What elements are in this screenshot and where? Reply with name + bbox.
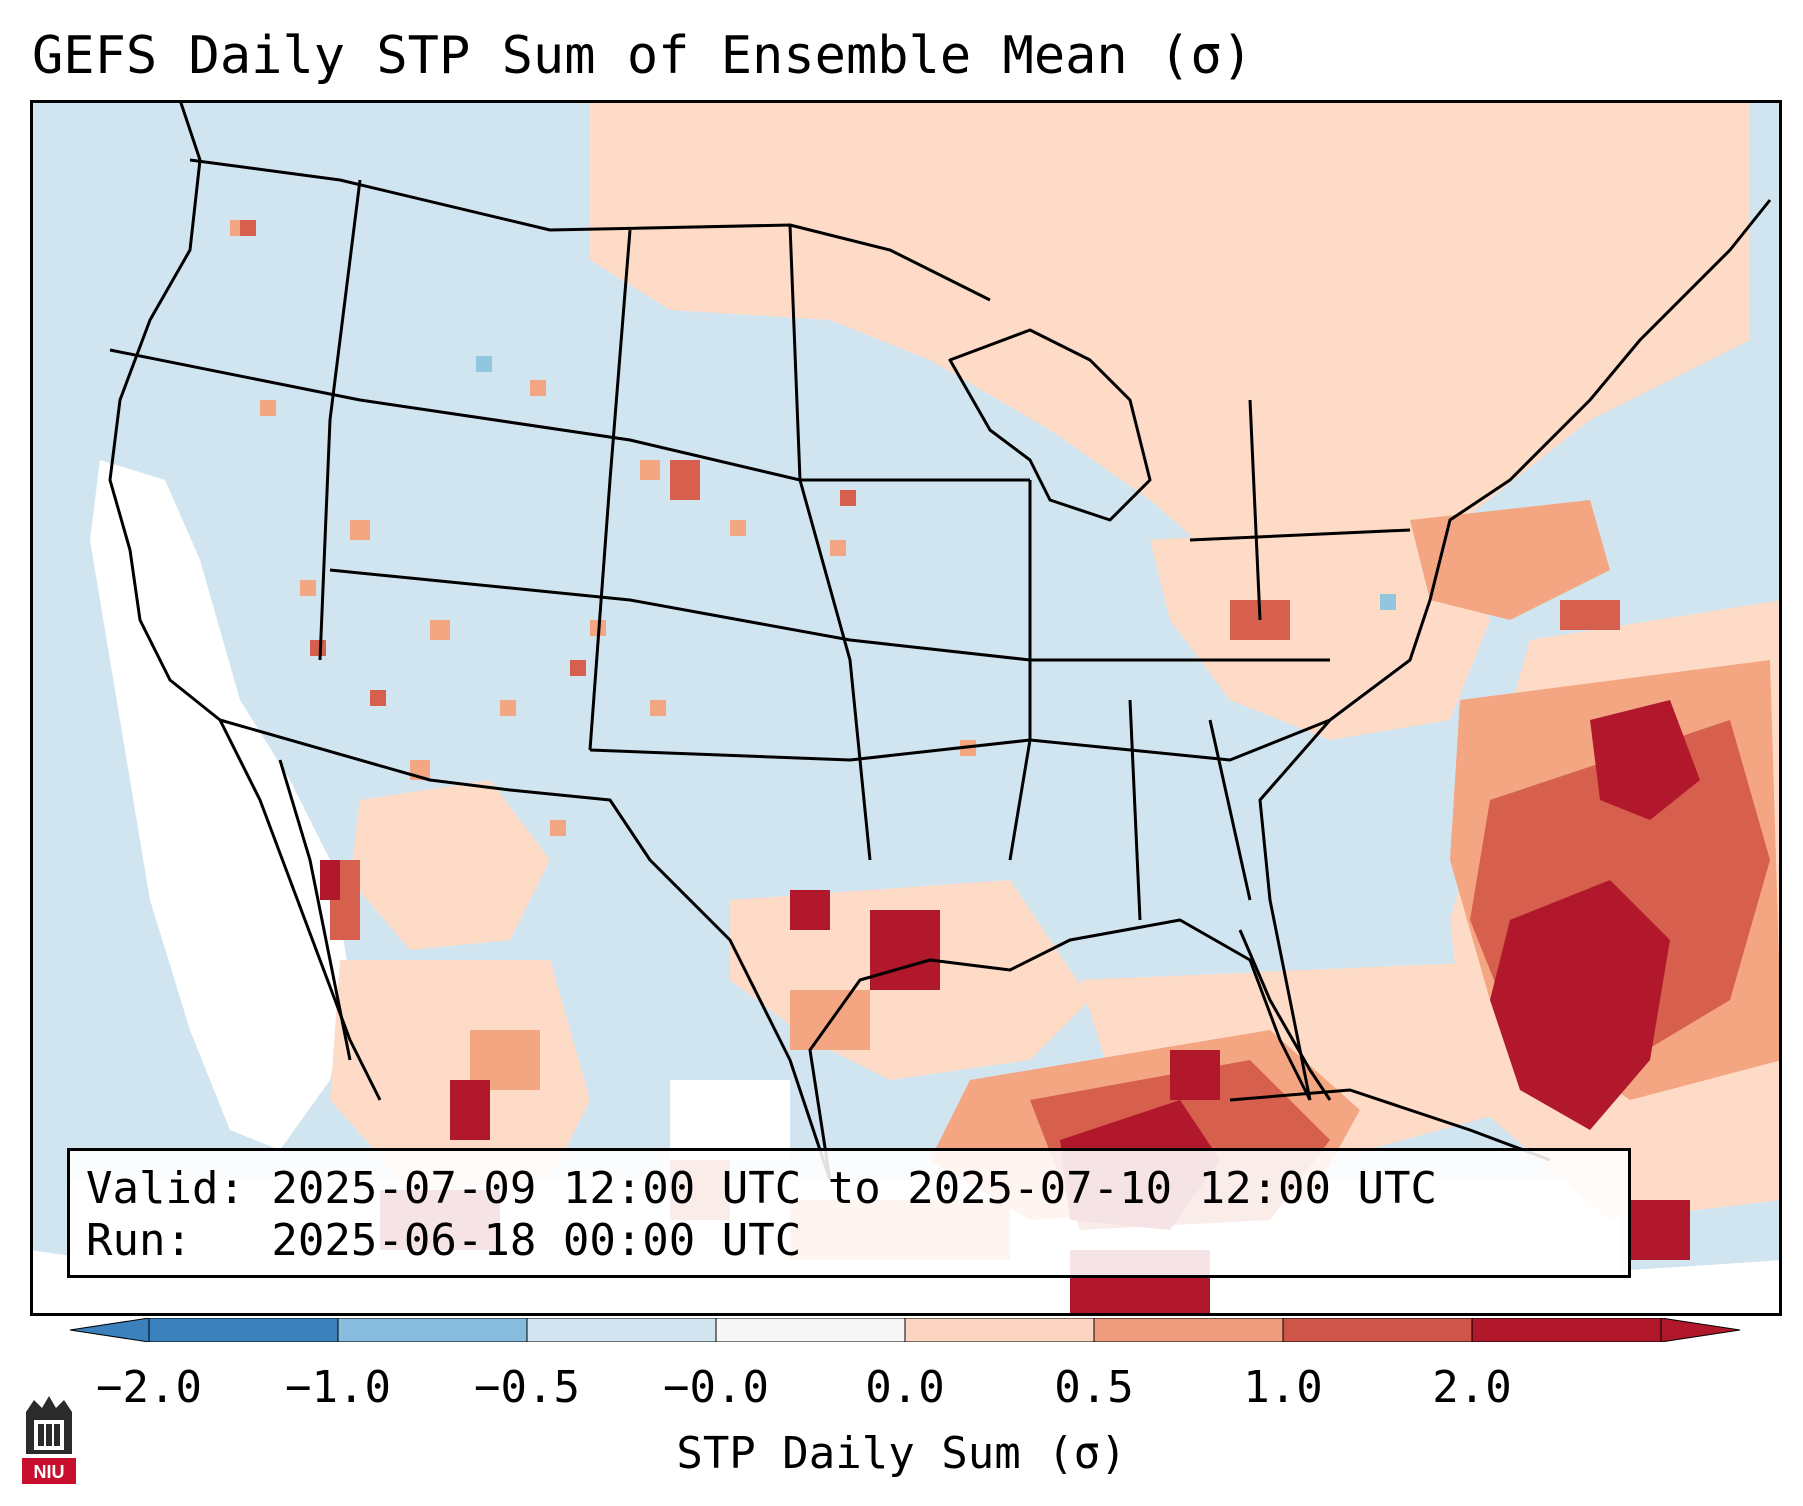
- state-line-west: [318, 179, 362, 661]
- canada-us-border: [189, 158, 991, 302]
- atlantic-coastline: [1258, 199, 1772, 1101]
- colorbar-tick: 2.0: [1432, 1362, 1512, 1413]
- colorbar-segment: [715, 1318, 906, 1342]
- niu-logo-icon: NIU: [22, 1396, 76, 1484]
- state-line-plains-1: [109, 348, 1030, 482]
- florida-outline: [1238, 929, 1332, 1101]
- colorbar-tick: −0.0: [663, 1362, 769, 1413]
- colorbar-tick: −2.0: [96, 1362, 202, 1413]
- great-lakes-outline: [948, 328, 1152, 522]
- colorbar-segment: [1471, 1318, 1662, 1342]
- colorbar-tick: 0.5: [1054, 1362, 1134, 1413]
- negative-anomaly-cells: [476, 356, 1396, 610]
- colorbar-tick: 1.0: [1243, 1362, 1323, 1413]
- baja-outline: [278, 759, 352, 1061]
- run-time-text: Run: 2025-06-18 00:00 UTC: [86, 1215, 802, 1266]
- colorbar-extend-low: [70, 1318, 150, 1342]
- colorbar-segments: [148, 1318, 1662, 1342]
- state-line-plains-2: [329, 568, 1330, 662]
- colorbar-segment: [1282, 1318, 1473, 1342]
- colorbar-tick: 0.0: [865, 1362, 945, 1413]
- coastlines-and-borders: [108, 100, 1772, 1181]
- pacific-coastline: [108, 100, 382, 1101]
- colorbar-segment: [1093, 1318, 1284, 1342]
- svg-text:NIU: NIU: [34, 1462, 65, 1482]
- colorbar: [70, 1318, 1740, 1342]
- state-line-east: [1008, 480, 1032, 861]
- page-title: GEFS Daily STP Sum of Ensemble Mean (σ): [32, 26, 1253, 86]
- colorbar-tick: −0.5: [474, 1362, 580, 1413]
- colorbar-segment: [904, 1318, 1095, 1342]
- valid-time-text: Valid: 2025-07-09 12:00 UTC to 2025-07-1…: [86, 1163, 1438, 1214]
- map-frame: [30, 100, 1782, 1316]
- stp-map: [30, 100, 1782, 1316]
- colorbar-segment: [526, 1318, 717, 1342]
- colorbar-label: STP Daily Sum (σ): [676, 1428, 1127, 1479]
- state-line-mid: [588, 229, 632, 751]
- state-line-ne: [1189, 399, 1411, 621]
- valid-run-info-box: Valid: 2025-07-09 12:00 UTC to 2025-07-1…: [67, 1148, 1631, 1278]
- state-line-se: [1128, 699, 1252, 921]
- scattered-anomaly-cells: [230, 220, 976, 836]
- colorbar-tick: −1.0: [285, 1362, 391, 1413]
- cuba-outline: [1229, 1088, 1551, 1162]
- colorbar-segment: [148, 1318, 339, 1342]
- mexico-us-border: [219, 718, 832, 1181]
- gulf-coastline: [808, 918, 1312, 1181]
- colorbar-extend-high: [1660, 1318, 1740, 1342]
- colorbar-segment: [337, 1318, 528, 1342]
- scattered-strong-cells: [240, 220, 856, 706]
